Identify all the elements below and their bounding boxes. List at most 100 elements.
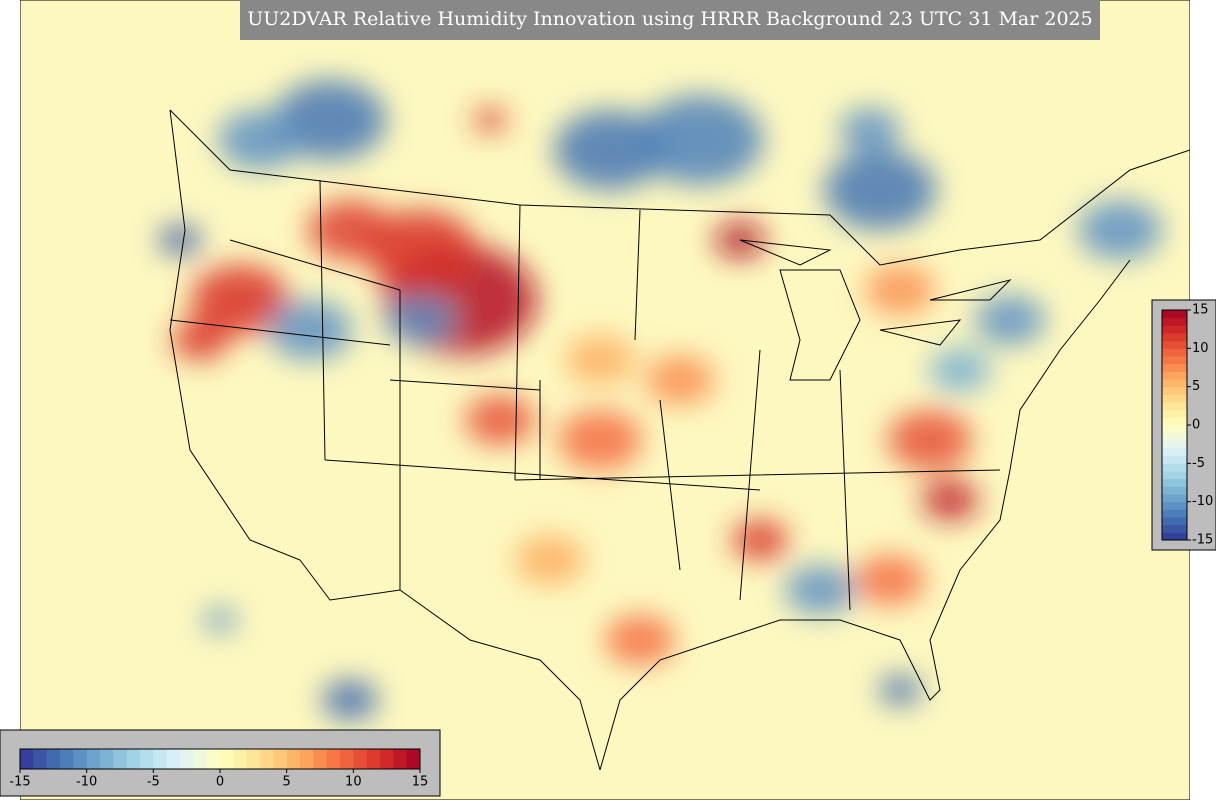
colorbar-cell bbox=[20, 749, 34, 769]
colorbar-tick-label: 15 bbox=[412, 775, 429, 790]
colorbar-cell bbox=[46, 749, 61, 769]
colorbar-cell bbox=[1162, 425, 1187, 434]
humidity-blob bbox=[465, 395, 535, 445]
colorbar-tick-label: 0 bbox=[216, 775, 224, 790]
colorbar-cell bbox=[1162, 310, 1187, 319]
colorbar-cell bbox=[353, 749, 368, 769]
colorbar-cell bbox=[1162, 478, 1187, 487]
colorbar-cell bbox=[313, 749, 328, 769]
colorbar-cell bbox=[1162, 417, 1187, 426]
colorbar-cell bbox=[73, 749, 88, 769]
colorbar-cell bbox=[1162, 524, 1187, 533]
colorbar-tick-label: -10 bbox=[1192, 494, 1213, 509]
colorbar-cell bbox=[300, 749, 314, 769]
colorbar-cell bbox=[246, 749, 261, 769]
humidity-field bbox=[159, 80, 1162, 720]
colorbar-cell bbox=[326, 749, 341, 769]
humidity-blob bbox=[929, 348, 991, 392]
colorbar-tick-label: -15 bbox=[1192, 533, 1213, 548]
humidity-blob bbox=[855, 555, 925, 605]
colorbar-tick-label: 5 bbox=[1192, 379, 1200, 394]
colorbar-cell bbox=[366, 749, 381, 769]
humidity-blob bbox=[385, 295, 455, 345]
colorbar-cell bbox=[273, 749, 288, 769]
colorbar-cell bbox=[286, 749, 301, 769]
state-lines bbox=[169, 179, 1001, 611]
colorbar-cell bbox=[1162, 363, 1187, 372]
colorbar-cell bbox=[1162, 356, 1187, 365]
colorbar-tick-label: -15 bbox=[9, 775, 30, 790]
humidity-blob bbox=[785, 565, 855, 615]
humidity-blob bbox=[565, 335, 635, 385]
title-box bbox=[240, 0, 1100, 40]
colorbar-cell bbox=[1162, 402, 1187, 411]
humidity-blob bbox=[473, 108, 507, 132]
humidity-blob bbox=[322, 680, 378, 720]
colorbar-cell bbox=[33, 749, 48, 769]
colorbar-cell bbox=[166, 749, 181, 769]
humidity-blob bbox=[203, 608, 237, 632]
colorbar-cell bbox=[1162, 532, 1187, 541]
colorbar-cell bbox=[1162, 340, 1187, 349]
colorbar-cell bbox=[193, 749, 208, 769]
colorbar-cell bbox=[100, 749, 114, 769]
colorbar-cell bbox=[393, 749, 408, 769]
humidity-blob bbox=[268, 300, 352, 360]
boundaries bbox=[169, 109, 1190, 771]
humidity-blob bbox=[515, 535, 585, 585]
colorbar-cell bbox=[60, 749, 74, 769]
east-coast bbox=[599, 259, 1131, 771]
colorbar-cell bbox=[1162, 463, 1187, 472]
colorbar-tick-label: 10 bbox=[1192, 341, 1209, 356]
colorbar-tick-label: -5 bbox=[147, 775, 160, 790]
humidity-blob bbox=[922, 480, 978, 520]
humidity-blob bbox=[159, 225, 201, 255]
humidity-blob bbox=[191, 265, 289, 335]
colorbar-cell bbox=[1162, 409, 1187, 418]
humidity-blob bbox=[879, 675, 921, 705]
humidity-blob bbox=[637, 95, 763, 185]
colorbar-cell bbox=[1162, 517, 1187, 526]
colorbar-tick-label: -10 bbox=[76, 775, 97, 790]
colorbar-cell bbox=[206, 749, 221, 769]
colorbar-cell bbox=[1162, 371, 1187, 380]
colorbar-cell bbox=[220, 749, 234, 769]
humidity-blob bbox=[1078, 200, 1162, 260]
colorbar-tick-label: 15 bbox=[1192, 303, 1209, 318]
colorbar-tick-label: -5 bbox=[1192, 456, 1205, 471]
humidity-blob bbox=[554, 110, 666, 190]
colorbar-cell bbox=[86, 749, 101, 769]
colorbar-cell bbox=[1162, 471, 1187, 480]
colorbar-cell bbox=[126, 749, 141, 769]
humidity-blob bbox=[888, 410, 972, 470]
colorbar-cell bbox=[153, 749, 168, 769]
great-lakes bbox=[739, 239, 1012, 381]
colorbar-cell bbox=[1162, 379, 1187, 388]
colorbar-cell bbox=[180, 749, 194, 769]
colorbar-tick-label: 10 bbox=[345, 775, 362, 790]
humidity-blob bbox=[839, 108, 901, 152]
colorbar-cell bbox=[1162, 501, 1187, 510]
colorbar-cell bbox=[113, 749, 128, 769]
colorbar-cell bbox=[1162, 509, 1187, 518]
colorbar: 15 10 5 0 -5 -10 -15 bbox=[1151, 299, 1216, 551]
title: UU2DVAR Relative Humidity Innovation usi… bbox=[247, 8, 1092, 30]
colorbar-cell bbox=[1162, 432, 1187, 441]
humidity-blob bbox=[824, 150, 936, 230]
colorbar-cell bbox=[340, 749, 354, 769]
colorbar-cell bbox=[1162, 455, 1187, 464]
humidity-blob bbox=[558, 410, 642, 470]
humidity-blob bbox=[645, 355, 715, 405]
colorbar-cell bbox=[1162, 494, 1187, 503]
colorbar-tick-label: 0 bbox=[1192, 418, 1200, 433]
humidity-blob bbox=[605, 615, 675, 665]
colorbar-cell bbox=[260, 749, 274, 769]
colorbar-cell bbox=[380, 749, 394, 769]
colorbar-cell bbox=[1162, 317, 1187, 326]
colorbar-cell bbox=[1162, 348, 1187, 357]
colorbar-cell bbox=[1162, 448, 1187, 457]
colorbar-cell bbox=[1162, 333, 1187, 342]
